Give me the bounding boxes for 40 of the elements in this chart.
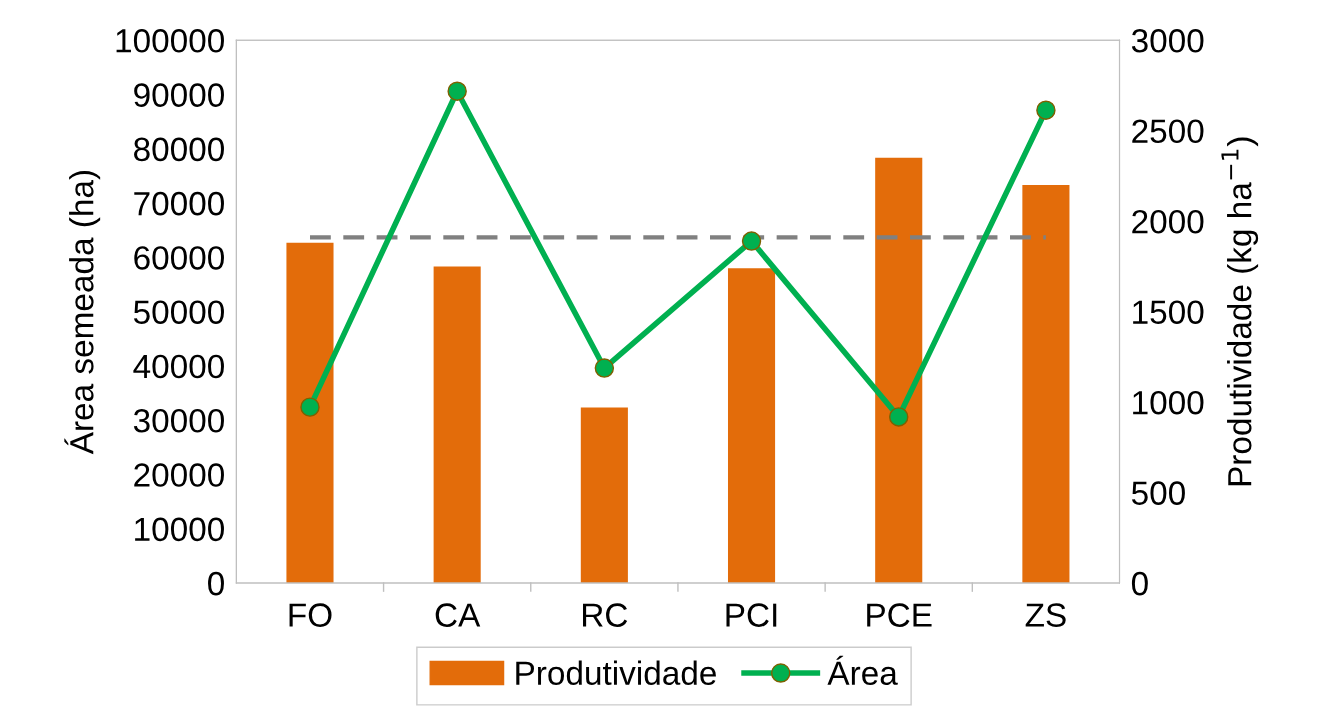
y-tick-label: 100000 xyxy=(116,29,224,53)
y-axis-title: Área semeada (ha) xyxy=(64,171,101,455)
legend-label: Produtividade xyxy=(516,660,716,685)
y2-tick-label: 3000 xyxy=(1131,29,1204,53)
y-tick-label: 0 xyxy=(208,571,224,596)
bar xyxy=(286,242,334,584)
y2-tick-label: 2500 xyxy=(1132,119,1204,144)
bar xyxy=(580,407,628,584)
point xyxy=(300,397,320,417)
y-tick-label: 70000 xyxy=(134,191,224,216)
y2-tick-label: 1000 xyxy=(1133,390,1204,415)
point xyxy=(889,407,909,427)
bar xyxy=(727,268,776,584)
y-tick-label: 80000 xyxy=(134,137,224,162)
bar xyxy=(433,266,481,584)
point xyxy=(741,231,762,251)
bar xyxy=(875,157,923,584)
y-tick-label: 60000 xyxy=(134,246,224,270)
x-tick-label: PCE xyxy=(867,603,932,627)
x-tick-label: CA xyxy=(435,603,481,627)
point xyxy=(1036,100,1056,120)
y-tick-label: 40000 xyxy=(133,354,224,379)
point xyxy=(594,358,615,378)
legend-label: Área xyxy=(827,655,898,685)
y2-tick-label: 500 xyxy=(1131,481,1185,505)
y2-axis-title: Produtividade (kg ha$^{−1}$) xyxy=(1221,137,1259,486)
y2-tick-label: 0 xyxy=(1131,571,1148,596)
y-tick-label: 10000 xyxy=(135,517,224,542)
y-tick-label: 30000 xyxy=(133,408,224,433)
bar xyxy=(1022,184,1070,584)
x-tick-label: ZS xyxy=(1025,603,1066,627)
point xyxy=(447,81,467,101)
x-tick-label: FO xyxy=(289,603,332,627)
y2-tick-label: 1500 xyxy=(1133,300,1204,325)
y-tick-label: 50000 xyxy=(133,300,224,325)
y-tick-label: 90000 xyxy=(134,83,224,107)
x-tick-label: RC xyxy=(583,603,628,627)
x-tick-label: PCI xyxy=(726,603,777,627)
y-tick-label: 20000 xyxy=(134,463,224,487)
y2-tick-label: 2000 xyxy=(1132,209,1204,234)
